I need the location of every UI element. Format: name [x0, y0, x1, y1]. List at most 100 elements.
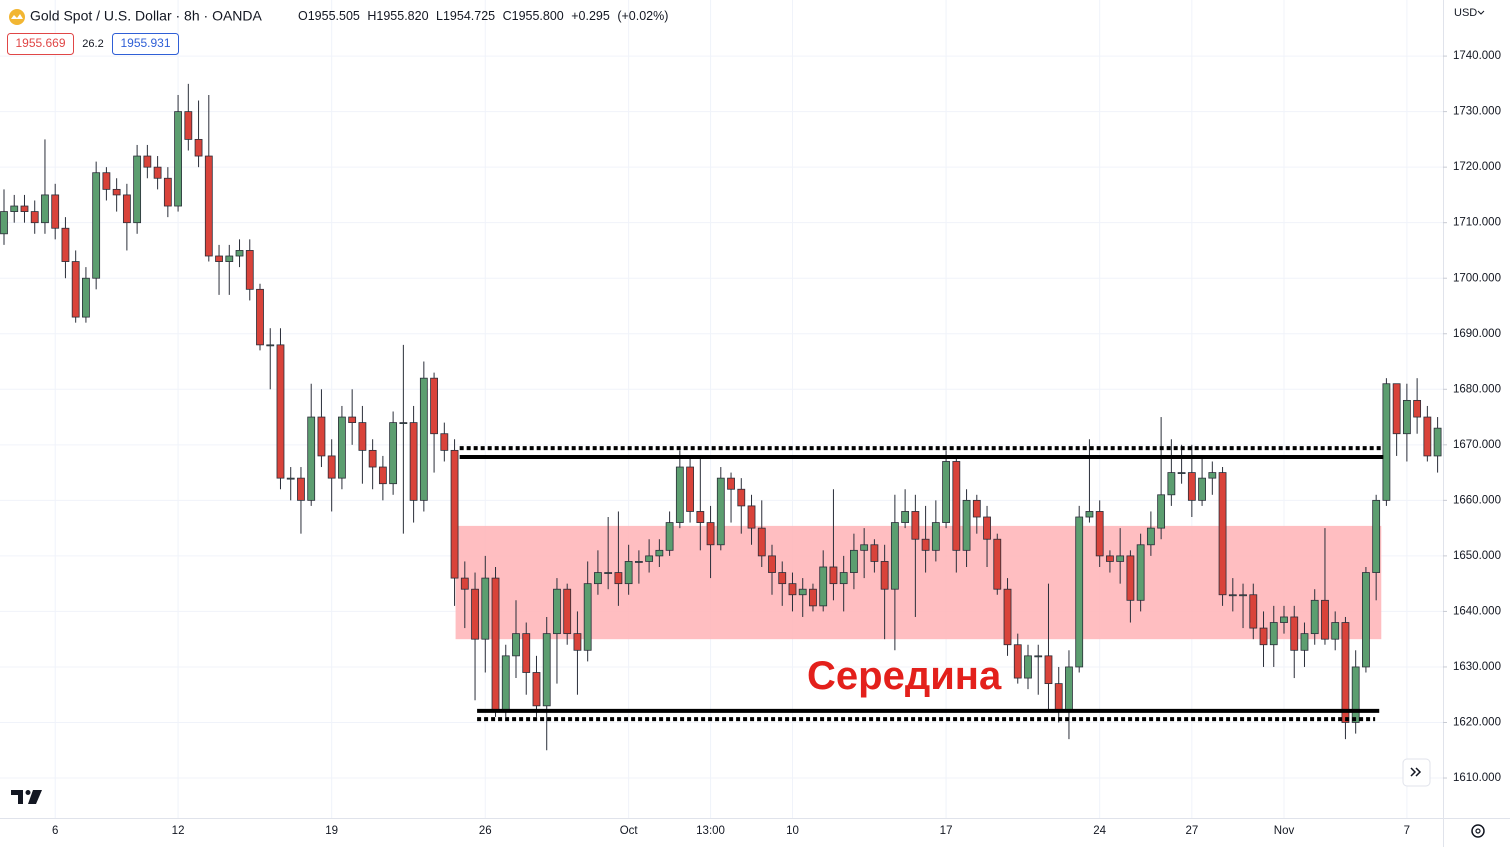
candle-body — [993, 538, 1002, 590]
candle-body — [1239, 594, 1247, 597]
tradingview-logo — [11, 790, 42, 804]
candle-body — [737, 488, 746, 507]
candle-body — [1300, 633, 1309, 651]
candle-body — [317, 416, 326, 457]
candle-body — [972, 499, 981, 518]
candle-body — [706, 522, 715, 546]
candle-body — [225, 255, 234, 262]
candle-body — [41, 194, 49, 224]
candle-body — [61, 227, 70, 262]
candle-body — [419, 377, 428, 501]
ask-badge[interactable] — [112, 33, 179, 55]
candle-body — [839, 572, 848, 585]
candle-body — [1208, 472, 1217, 479]
candle-body — [1280, 616, 1288, 623]
x-tick-label: 7 — [1404, 825, 1410, 837]
candle-body — [1290, 616, 1299, 651]
candle-body — [1362, 572, 1370, 668]
candle-body — [583, 583, 592, 651]
candle-body — [1177, 472, 1186, 474]
candle-body — [604, 572, 613, 574]
candle-body — [768, 555, 776, 573]
candle-body — [727, 477, 735, 490]
scroll-to-realtime[interactable] — [1402, 758, 1431, 787]
candle-body — [184, 111, 193, 140]
settings-button[interactable] — [1471, 824, 1485, 838]
x-tick-label: 17 — [940, 825, 953, 837]
ohlc-value: 1955.820 — [376, 9, 428, 23]
candle-body — [788, 583, 797, 596]
candle-body — [440, 433, 449, 451]
bid-badge[interactable] — [7, 33, 74, 55]
candle-body — [1310, 599, 1319, 635]
candle-body — [1413, 399, 1422, 418]
symbol-title[interactable]: Gold Spot / U.S. Dollar · 8h · OANDA — [30, 8, 263, 24]
candle-body — [553, 588, 561, 635]
candle-body — [112, 188, 121, 196]
candle-body — [481, 577, 490, 640]
candle-body — [235, 250, 244, 257]
candle-body — [327, 455, 336, 479]
y-tick-label: 1640.000 — [1453, 605, 1501, 617]
x-tick-label: Oct — [620, 825, 639, 837]
y-tick-label: 1700.000 — [1453, 272, 1501, 284]
candle-body — [594, 572, 602, 585]
candle-body — [512, 633, 520, 657]
candle-body — [194, 138, 203, 157]
candle-body — [809, 588, 817, 607]
bid-price: 1955.669 — [15, 36, 65, 50]
y-tick-label: 1680.000 — [1453, 383, 1501, 395]
candle-body — [1433, 427, 1442, 457]
candle-body — [1075, 516, 1084, 668]
candle-body — [460, 577, 469, 590]
candle-body — [911, 511, 920, 540]
candle-body — [266, 344, 275, 347]
x-tick-label: 19 — [325, 825, 338, 837]
candle-body — [245, 250, 254, 290]
candle-body — [471, 588, 479, 640]
candle-body — [338, 416, 346, 479]
candle-body — [1351, 666, 1360, 723]
candle-body — [1341, 622, 1350, 723]
candle-body — [798, 588, 807, 596]
ohlc-label: L — [436, 9, 443, 23]
candles — [0, 83, 1442, 751]
candle-body — [747, 505, 756, 529]
candle-body — [1423, 416, 1432, 457]
candle-body — [215, 255, 223, 262]
levels — [459, 446, 1384, 722]
candle-body — [675, 466, 684, 523]
x-tick-label: 26 — [479, 825, 492, 837]
candle-body — [276, 344, 285, 479]
candle-body — [297, 477, 305, 501]
candle-body — [819, 566, 828, 607]
currency-selector[interactable]: USD — [1454, 7, 1477, 19]
candle-body — [1146, 527, 1155, 546]
candle-body — [563, 588, 572, 635]
ohlc-label: H — [367, 9, 376, 23]
annotation: Середина — [807, 654, 1002, 698]
candle-body — [850, 549, 858, 573]
candle-body — [942, 461, 950, 523]
candle-body — [1167, 472, 1176, 496]
candle-body — [368, 449, 377, 468]
ohlc-label: O — [298, 9, 308, 23]
candle-body — [880, 561, 889, 590]
candle-body — [870, 544, 879, 562]
candle-body — [348, 416, 357, 424]
candle-body — [1402, 399, 1411, 435]
y-tick-label: 1730.000 — [1453, 106, 1501, 118]
candle-body — [686, 466, 694, 512]
candle-body — [1228, 594, 1237, 597]
candle-body — [829, 566, 838, 585]
candle-body — [1024, 655, 1032, 679]
candle-body — [860, 544, 869, 551]
candle-body — [645, 555, 654, 562]
x-tick-label: 24 — [1093, 825, 1106, 837]
candle-body — [1106, 555, 1114, 562]
range-zone — [455, 525, 1382, 640]
candle-body — [133, 155, 142, 224]
candle-body — [102, 172, 111, 190]
